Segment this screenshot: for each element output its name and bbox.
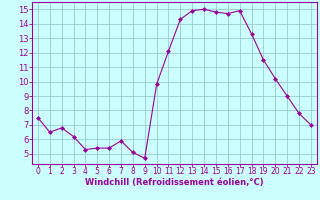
X-axis label: Windchill (Refroidissement éolien,°C): Windchill (Refroidissement éolien,°C) [85,178,264,187]
